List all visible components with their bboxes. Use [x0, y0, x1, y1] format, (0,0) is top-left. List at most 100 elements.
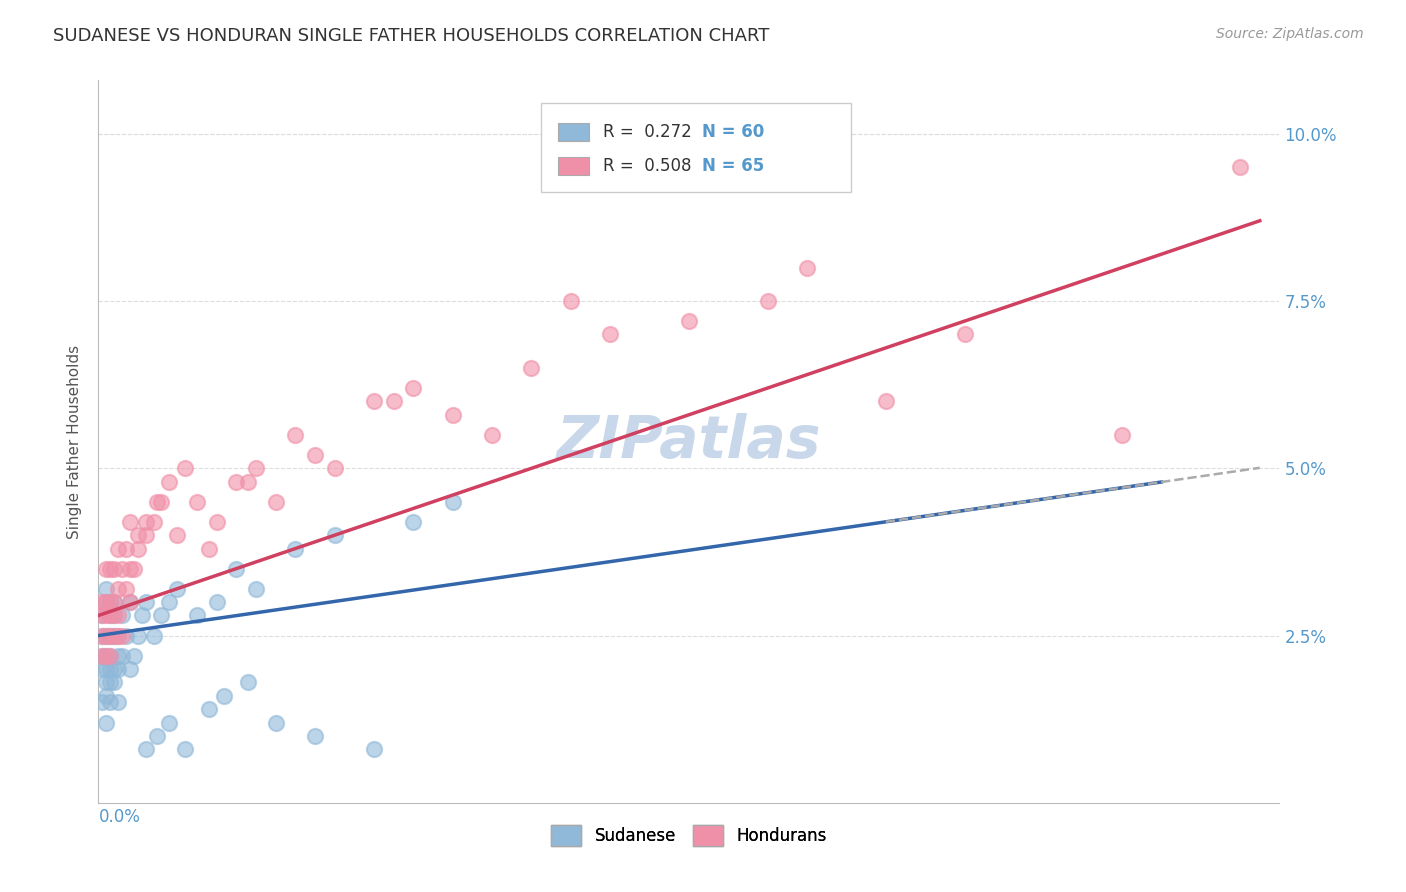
- Point: [118, 662, 141, 676]
- Point: [135, 595, 157, 609]
- Point: [103, 662, 125, 676]
- Point: [103, 595, 125, 609]
- Point: [796, 260, 818, 275]
- Point: [98, 628, 121, 642]
- Point: [103, 608, 125, 623]
- Text: ZIPatlas: ZIPatlas: [557, 413, 821, 470]
- Point: [157, 475, 180, 489]
- Point: [402, 515, 425, 529]
- Point: [197, 541, 219, 556]
- Point: [186, 494, 208, 508]
- Point: [103, 628, 125, 642]
- Point: [107, 648, 129, 663]
- Point: [205, 595, 228, 609]
- Point: [166, 582, 188, 596]
- Point: [103, 628, 125, 642]
- Point: [115, 582, 138, 596]
- Point: [118, 562, 141, 576]
- Point: [107, 628, 129, 642]
- Point: [107, 662, 129, 676]
- Point: [91, 696, 114, 710]
- Point: [103, 608, 125, 623]
- Point: [103, 562, 125, 576]
- Point: [236, 475, 259, 489]
- Point: [245, 582, 267, 596]
- Point: [96, 648, 118, 663]
- Text: N = 65: N = 65: [702, 157, 763, 175]
- Point: [520, 360, 543, 375]
- Point: [98, 675, 121, 690]
- Point: [96, 662, 118, 676]
- Point: [131, 608, 153, 623]
- Point: [142, 515, 165, 529]
- Point: [91, 608, 114, 623]
- Point: [111, 628, 134, 642]
- Point: [953, 327, 976, 342]
- Point: [118, 515, 141, 529]
- Point: [96, 715, 118, 730]
- Point: [118, 595, 141, 609]
- Point: [96, 562, 118, 576]
- Point: [98, 562, 121, 576]
- Point: [304, 729, 326, 743]
- Point: [96, 595, 118, 609]
- Point: [118, 595, 141, 609]
- Point: [142, 628, 165, 642]
- Point: [1229, 161, 1251, 175]
- Point: [96, 689, 118, 703]
- Point: [98, 696, 121, 710]
- Point: [91, 595, 114, 609]
- Point: [111, 608, 134, 623]
- Text: R =  0.272: R = 0.272: [603, 123, 692, 141]
- Point: [236, 675, 259, 690]
- Point: [96, 648, 118, 663]
- Point: [363, 394, 385, 409]
- Point: [678, 314, 700, 328]
- Point: [150, 494, 173, 508]
- Point: [111, 562, 134, 576]
- Point: [135, 742, 157, 756]
- Point: [96, 595, 118, 609]
- Point: [96, 608, 118, 623]
- Point: [146, 729, 169, 743]
- Point: [174, 742, 197, 756]
- Point: [98, 648, 121, 663]
- Point: [98, 608, 121, 623]
- Point: [323, 461, 346, 475]
- Text: N = 60: N = 60: [702, 123, 763, 141]
- Point: [150, 608, 173, 623]
- Text: 0.0%: 0.0%: [98, 808, 141, 826]
- Point: [127, 628, 149, 642]
- Point: [96, 628, 118, 642]
- Point: [186, 608, 208, 623]
- Point: [91, 648, 114, 663]
- Point: [402, 381, 425, 395]
- Point: [96, 628, 118, 642]
- Point: [284, 427, 307, 442]
- Point: [91, 628, 114, 642]
- Point: [98, 662, 121, 676]
- Point: [91, 662, 114, 676]
- Point: [166, 528, 188, 542]
- Point: [135, 528, 157, 542]
- Y-axis label: Single Father Households: Single Father Households: [66, 344, 82, 539]
- Point: [96, 675, 118, 690]
- Point: [91, 648, 114, 663]
- Point: [107, 628, 129, 642]
- Point: [264, 715, 287, 730]
- Point: [98, 595, 121, 609]
- Point: [264, 494, 287, 508]
- Point: [174, 461, 197, 475]
- Point: [115, 541, 138, 556]
- Point: [98, 595, 121, 609]
- Point: [441, 408, 464, 422]
- Point: [1111, 427, 1133, 442]
- Point: [127, 541, 149, 556]
- Point: [304, 448, 326, 462]
- Legend: Sudanese, Hondurans: Sudanese, Hondurans: [544, 819, 834, 852]
- Point: [107, 696, 129, 710]
- Point: [103, 595, 125, 609]
- Point: [245, 461, 267, 475]
- Point: [197, 702, 219, 716]
- Text: R =  0.508: R = 0.508: [603, 157, 692, 175]
